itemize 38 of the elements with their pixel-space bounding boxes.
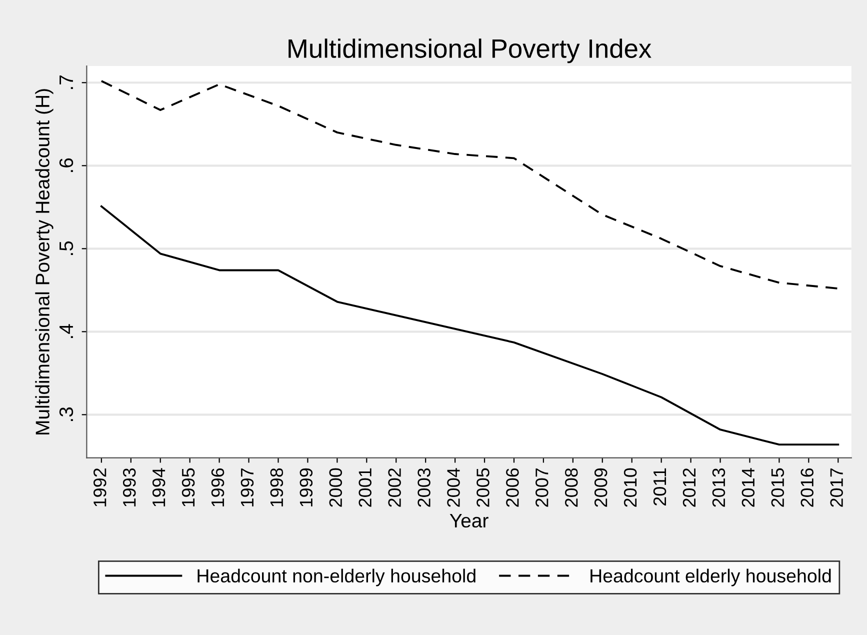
x-tick-label: 1995 [182,468,195,506]
y-axis-title: Multidimensional Poverty Headcount (H) [35,89,54,434]
x-tick-label: 1992 [93,468,106,506]
x-tick-label: 2015 [771,468,784,507]
x-tick-label: 1998 [270,468,284,506]
x-tick-label: 1999 [300,468,313,506]
x-tick-label: 2017 [830,468,843,507]
y-tick-label: .5 [60,241,74,255]
x-tick-label: 2016 [800,468,814,507]
x-tick-label: 1996 [211,468,224,506]
legend-label: Headcount elderly household [590,568,831,586]
x-tick-label: 2001 [358,468,372,507]
x-tick-label: 2013 [712,468,726,507]
x-tick-label: 2006 [506,468,519,507]
x-tick-label: 1997 [240,468,254,506]
x-tick-label: 2010 [624,468,637,507]
x-tick-label: 2014 [742,468,755,507]
x-tick-label: 2011 [653,468,666,506]
x-tick-label: 2000 [329,468,342,507]
y-tick-label: .4 [60,324,73,338]
x-tick-label: 2009 [594,468,608,507]
x-tick-label: 2012 [682,468,696,507]
x-tick-label: 2005 [476,468,490,507]
line-series [100,205,840,446]
y-tick-label: .3 [59,407,74,422]
x-tick-label: 2008 [564,468,578,507]
x-tick-label: 2004 [447,468,460,507]
x-axis-title: Year [450,514,488,528]
x-tick-label: 2002 [388,468,401,507]
line-series [100,80,840,290]
x-tick-label: 1993 [122,468,136,506]
x-tick-label: 2007 [536,468,548,507]
x-tick-label: 2003 [418,468,430,507]
legend-label: Headcount non-elderly household [198,568,476,586]
x-tick-label: 1994 [152,468,166,506]
y-tick-label: .6 [59,158,74,172]
y-tick-label: .7 [60,76,73,89]
chart-title: Multidimensional Poverty Index [288,38,652,64]
